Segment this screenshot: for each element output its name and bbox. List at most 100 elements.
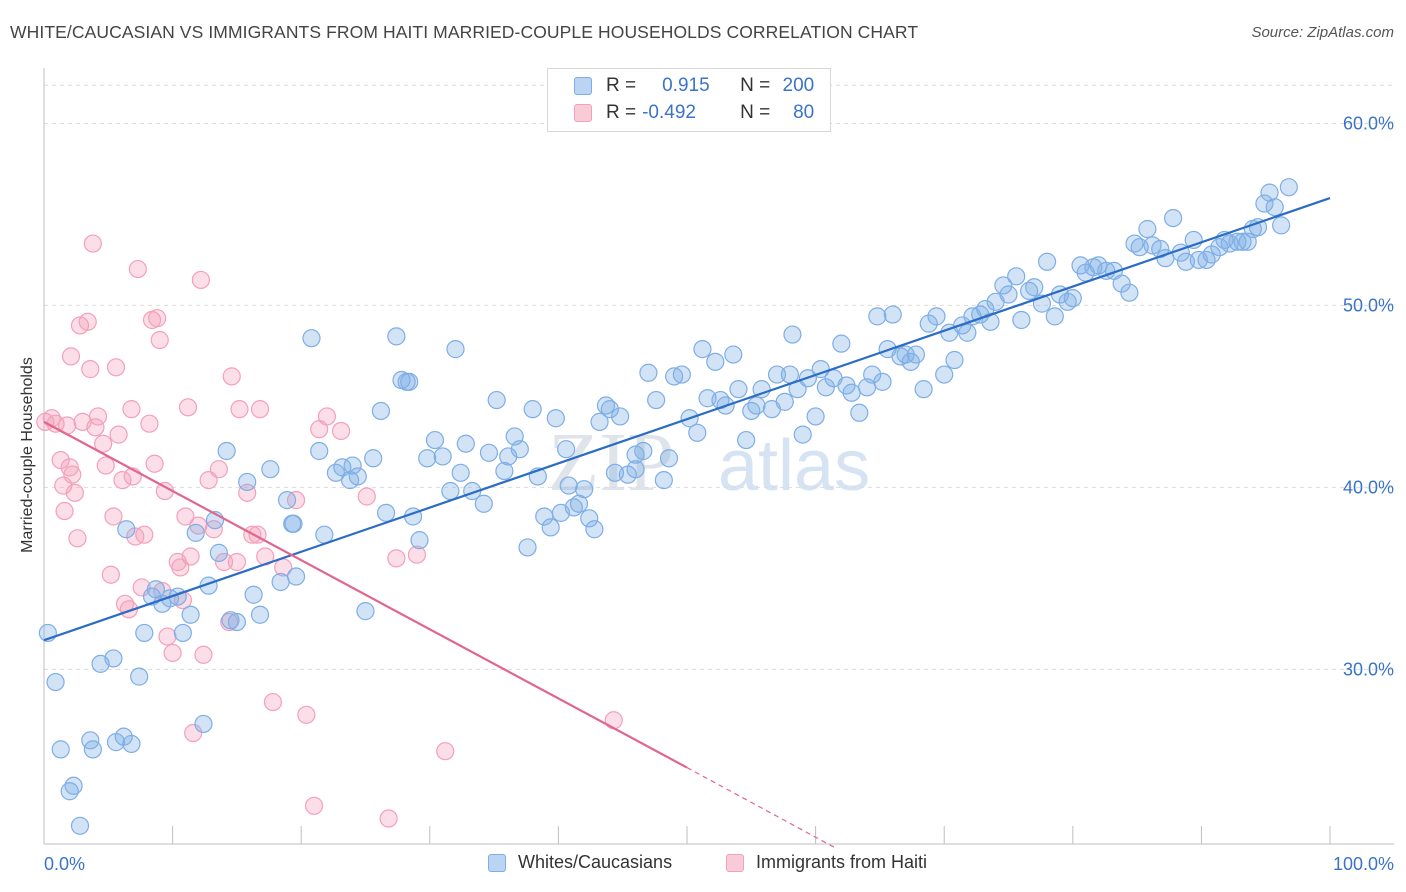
whites-point (1265, 198, 1284, 217)
legend-item-haiti[interactable]: Immigrants from Haiti (726, 852, 927, 873)
haiti-point (86, 418, 105, 437)
whites-point (194, 714, 213, 734)
whites-point (130, 667, 149, 686)
whites-point (842, 383, 861, 402)
whites-point (919, 314, 938, 333)
n-value-whites: 200 (782, 75, 815, 96)
whites-point (863, 365, 882, 384)
whites-point (1007, 267, 1026, 286)
whites-point (451, 463, 470, 482)
y-tick-label: 40.0% (1343, 477, 1394, 497)
haiti-trend-extension (686, 767, 836, 849)
haiti-point (209, 460, 228, 479)
whites-point (376, 503, 396, 522)
whites-point (767, 365, 787, 384)
blue-swatch (488, 853, 506, 872)
haiti-point (230, 400, 249, 419)
whites-point (724, 345, 743, 364)
x-tick-label: 100.0% (1333, 854, 1394, 874)
whites-point (238, 472, 257, 492)
whites-point (1197, 250, 1216, 270)
haiti-point (407, 545, 427, 564)
haiti-point (357, 487, 376, 506)
whites-point (806, 407, 825, 426)
whites-point (1037, 252, 1057, 271)
whites-point (1045, 307, 1064, 326)
whites-point (286, 567, 306, 586)
whites-point (135, 623, 154, 643)
haiti-point (331, 421, 351, 441)
blue-swatch (574, 77, 592, 95)
haiti-point (113, 471, 132, 490)
whites-point (364, 449, 383, 468)
whites-point (1255, 194, 1274, 213)
axes: 0.0% 100.0% (43, 68, 1394, 874)
whites-point (706, 352, 725, 371)
whites-point (441, 481, 460, 501)
whites-point (1202, 245, 1221, 264)
r-label: R = (606, 75, 637, 96)
haiti-point (88, 407, 108, 426)
haiti-point (178, 398, 198, 417)
grid-lines (44, 84, 1394, 670)
whites-point (693, 340, 712, 359)
whites-point (747, 396, 766, 415)
chart-title: WHITE/CAUCASIAN VS IMMIGRANTS FROM HAITI… (10, 22, 919, 42)
whites-point (541, 518, 560, 537)
whites-point (518, 538, 537, 557)
whites-point (1233, 232, 1252, 251)
whites-point (425, 430, 445, 450)
whites-point (850, 403, 869, 422)
whites-point (1025, 278, 1044, 297)
whites-point (873, 372, 892, 391)
haiti-point (109, 425, 128, 444)
whites-point (70, 816, 90, 835)
whites-point (729, 380, 748, 399)
whites-point (186, 523, 205, 542)
whites-point (418, 449, 437, 468)
legend-label-whites: Whites/Caucasians (518, 852, 673, 872)
whites-point (816, 378, 835, 397)
correlation-legend: R = 0.915 N = 200 R = -0.492 N = 80 (547, 68, 831, 132)
whites-point (302, 329, 321, 348)
whites-point (999, 285, 1018, 304)
whites-point (495, 461, 514, 481)
whites-point (221, 611, 240, 630)
haiti-point (148, 309, 167, 328)
haiti-point (106, 358, 126, 377)
whites-point (284, 514, 303, 533)
haiti-point (104, 507, 123, 526)
y-tick-labels: 30.0% 40.0% 50.0% 60.0% (1343, 113, 1394, 679)
whites-point (250, 605, 270, 624)
whites-point (585, 520, 604, 539)
whites-point (659, 449, 679, 468)
whites-point (639, 363, 658, 382)
whites-point (261, 460, 280, 479)
legend-row-haiti: R = -0.492 N = 80 (574, 101, 814, 125)
whites-point (546, 409, 565, 428)
haiti-point (122, 400, 141, 419)
haiti-point (78, 312, 97, 331)
haiti-point (60, 458, 79, 477)
whites-point (1164, 208, 1183, 228)
r-value-haiti: -0.492 (642, 102, 696, 123)
whites-point (227, 612, 246, 632)
legend-item-whites[interactable]: Whites/Caucasians (488, 852, 672, 873)
whites-point (626, 445, 645, 464)
whites-point (590, 412, 609, 431)
whites-point (775, 392, 794, 411)
whites-point (1248, 218, 1268, 237)
legend-row-whites: R = 0.915 N = 200 (574, 74, 814, 98)
whites-point (688, 423, 707, 442)
whites-point (499, 447, 518, 466)
whites-point (654, 471, 673, 490)
haiti-point (238, 483, 257, 502)
whites-point (487, 390, 506, 410)
whites-point (1138, 219, 1157, 239)
whites-point (1279, 178, 1298, 197)
haiti-point (94, 434, 113, 453)
haiti-point (55, 501, 74, 521)
whites-point (456, 434, 475, 453)
whites-point (958, 323, 977, 342)
whites-point (780, 365, 799, 384)
